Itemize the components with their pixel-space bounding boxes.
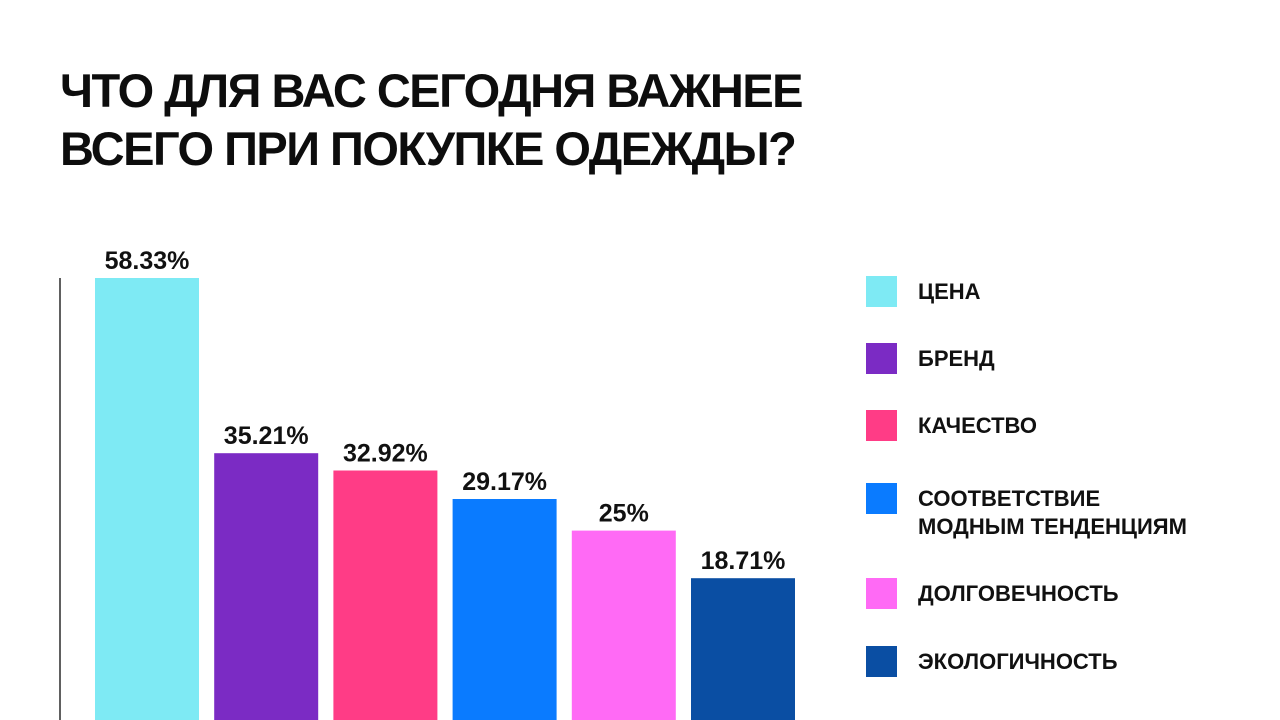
legend-label-4-line-1: СООТВЕТСТВИЕ [918, 486, 1101, 511]
legend-label-6-line-1: ЭКОЛОГИЧНОСТЬ [918, 649, 1118, 674]
data-label-2: 35.21% [224, 422, 309, 450]
data-label-4: 29.17% [462, 468, 547, 496]
legend-label-3-line-1: КАЧЕСТВО [918, 413, 1038, 438]
legend-item-6: ЭКОЛОГИЧНОСТЬ [866, 646, 1118, 677]
legend-label-3: КАЧЕСТВО [918, 412, 1037, 440]
legend-swatch-3 [866, 410, 897, 441]
chart-title-line-1: ЧТО ДЛЯ ВАС СЕГОДНЯ ВАЖНЕЕ [60, 64, 804, 117]
legend-swatch-6 [866, 646, 897, 677]
legend-label-1-line-1: ЦЕНА [918, 279, 981, 304]
bar-4 [452, 499, 557, 720]
legend-swatch-5 [866, 578, 897, 609]
legend-swatch-2 [866, 343, 897, 374]
bar-3 [333, 470, 438, 720]
data-label-3: 32.92% [343, 440, 428, 468]
legend-label-5: ДОЛГОВЕЧНОСТЬ [918, 580, 1119, 608]
bar-2 [214, 453, 319, 720]
bar-6 [691, 578, 795, 720]
data-label-5: 25% [599, 500, 649, 528]
legend-label-2-line-1: БРЕНД [918, 346, 995, 371]
legend-label-6: ЭКОЛОГИЧНОСТЬ [918, 648, 1118, 676]
legend-label-4: СООТВЕТСТВИЕ МОДНЫМ ТЕНДЕНЦИЯМ [918, 485, 1187, 541]
legend-label-4-line-2: МОДНЫМ ТЕНДЕНЦИЯМ [918, 514, 1187, 539]
data-label-1: 58.33% [105, 247, 190, 275]
chart-title: ЧТО ДЛЯ ВАС СЕГОДНЯ ВАЖНЕЕ ВСЕГО ПРИ ПОК… [60, 62, 820, 178]
legend-item-3: КАЧЕСТВО [866, 410, 1037, 441]
legend-label-1: ЦЕНА [918, 278, 981, 306]
data-label-6: 18.71% [701, 547, 786, 575]
legend-item-1: ЦЕНА [866, 276, 981, 307]
legend-item-2: БРЕНД [866, 343, 995, 374]
chart-title-line-2: ВСЕГО ПРИ ПОКУПКЕ ОДЕЖДЫ? [60, 122, 797, 175]
bar-5 [571, 530, 676, 720]
legend-swatch-1 [866, 276, 897, 307]
legend-swatch-4 [866, 483, 897, 514]
legend-item-5: ДОЛГОВЕЧНОСТЬ [866, 578, 1119, 609]
legend-item-4: СООТВЕТСТВИЕ МОДНЫМ ТЕНДЕНЦИЯМ [866, 483, 1187, 541]
legend-label-5-line-1: ДОЛГОВЕЧНОСТЬ [918, 581, 1119, 606]
legend-label-2: БРЕНД [918, 345, 995, 373]
bar-1 [95, 278, 199, 720]
bar-chart: 58.33% 35.21% 32.92% 29.17% 25% 18.71% [59, 247, 795, 720]
